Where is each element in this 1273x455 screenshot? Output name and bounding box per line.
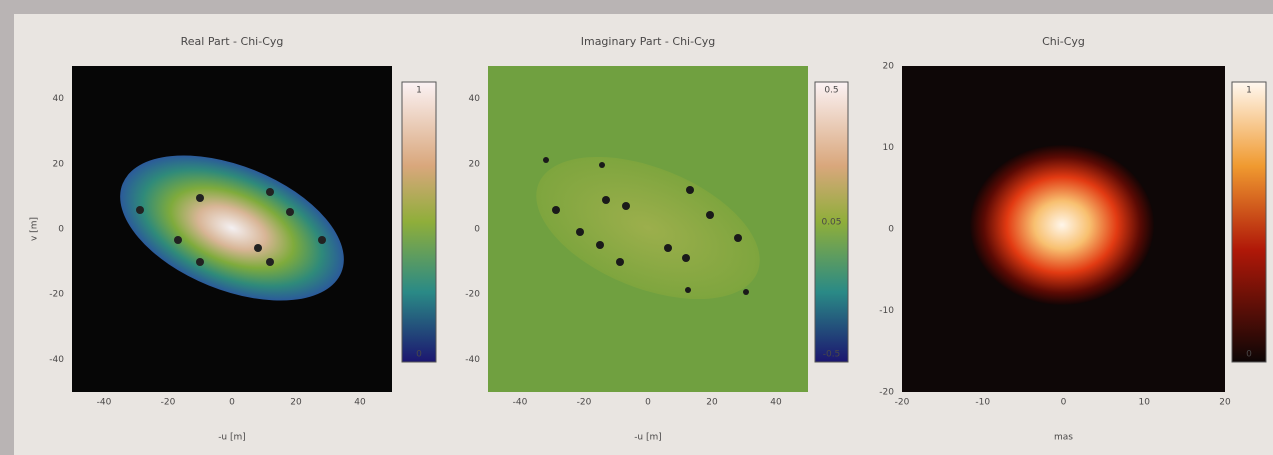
colorbar-tick-label: 1 [1246,86,1252,96]
x-axis-label: mas [1054,433,1073,443]
image [120,155,344,301]
y-tick-label: -20 [49,290,64,300]
colorbar-tick-label: 0 [416,350,422,360]
y-tick-label: -10 [879,306,894,316]
y-tick-label: 0 [474,225,480,235]
x-tick-label: 20 [706,398,718,408]
x-tick-label: 40 [354,398,366,408]
y-tick-label: 20 [469,159,481,169]
x-axis-label: -u [m] [218,433,246,443]
x-axis-label: -u [m] [634,433,662,443]
x-tick-label: 40 [770,398,782,408]
colorbar-tick-label: 1 [416,86,422,96]
panel-title: Real Part - Chi-Cyg [181,35,284,48]
colorbar-tick-label: 0 [1246,350,1252,360]
y-tick-label: 40 [53,94,65,104]
y-tick-label: 20 [883,62,895,72]
y-tick-label: -20 [879,388,894,398]
markers [543,157,749,295]
x-tick-label: -40 [513,398,528,408]
y-tick-label: 40 [469,94,481,104]
x-tick-label: -10 [975,398,990,408]
colorbar [1231,81,1267,363]
x-tick-label: -20 [577,398,592,408]
y-tick-label: -20 [465,290,480,300]
x-tick-label: -20 [895,398,910,408]
colorbar-tick-label: 0.05 [821,218,841,228]
x-tick-label: -20 [161,398,176,408]
x-tick-label: 20 [1219,398,1231,408]
x-tick-label: 20 [290,398,302,408]
colorbar-tick-label: -0.5 [823,350,841,360]
y-tick-label: 20 [53,159,65,169]
y-tick-label: -40 [465,355,480,365]
y-tick-label: 0 [888,225,894,235]
colorbar [401,81,437,363]
y-tick-label: 10 [883,143,895,153]
colorbar-tick-label: 0.5 [824,86,838,96]
panel-title: Chi-Cyg [1042,35,1085,48]
y-tick-label: -40 [49,355,64,365]
x-tick-label: 0 [229,398,235,408]
x-tick-label: 0 [1061,398,1067,408]
y-tick-label: 0 [58,225,64,235]
x-tick-label: 0 [645,398,651,408]
markers [136,188,326,266]
image [536,156,760,300]
y-axis-label: v [m] [30,217,40,241]
colorbar [814,81,849,363]
x-tick-label: -40 [97,398,112,408]
x-tick-label: 10 [1139,398,1151,408]
image [970,145,1154,305]
panel-title: Imaginary Part - Chi-Cyg [581,35,716,48]
